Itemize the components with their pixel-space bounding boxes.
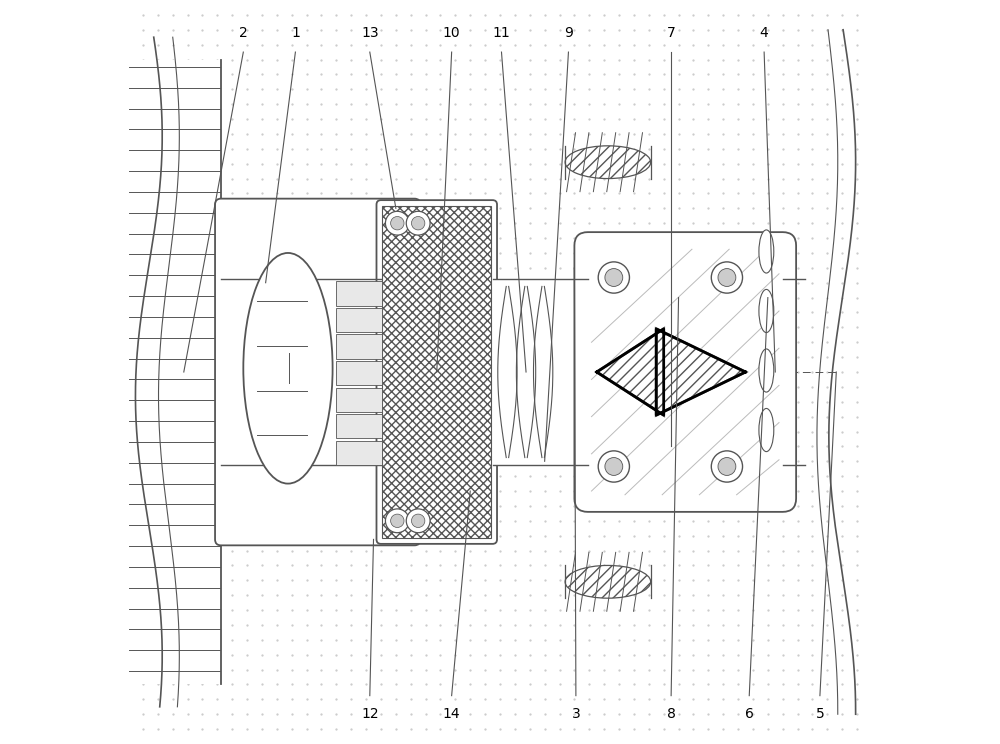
Polygon shape [656,329,746,415]
Circle shape [605,269,623,286]
Circle shape [718,458,736,475]
Bar [336,388,382,412]
Circle shape [598,451,629,482]
Bar [336,308,382,332]
Bar [592,249,779,495]
Circle shape [406,509,430,533]
Circle shape [711,262,743,293]
Text: 8: 8 [667,708,676,721]
Text: 11: 11 [493,27,510,40]
Bar [336,414,382,438]
Circle shape [385,211,409,235]
Bar [128,60,221,684]
Circle shape [411,514,425,527]
Circle shape [385,509,409,533]
Text: 12: 12 [361,708,379,721]
Polygon shape [597,329,664,415]
Text: 5: 5 [816,708,824,721]
Text: 1: 1 [291,27,300,40]
Circle shape [711,451,743,482]
Circle shape [718,269,736,286]
Text: 6: 6 [745,708,754,721]
Bar [336,334,382,359]
Text: 9: 9 [564,27,573,40]
Circle shape [598,262,629,293]
Ellipse shape [759,408,774,452]
Text: 3: 3 [572,708,580,721]
Circle shape [605,458,623,475]
Ellipse shape [243,253,333,484]
Bar [336,281,382,306]
Text: 10: 10 [443,27,460,40]
Text: 2: 2 [239,27,248,40]
Circle shape [411,217,425,230]
Text: 7: 7 [667,27,675,40]
Circle shape [391,217,404,230]
Circle shape [406,211,430,235]
FancyBboxPatch shape [574,232,796,512]
Ellipse shape [565,146,651,179]
Circle shape [391,514,404,527]
Ellipse shape [759,349,774,392]
Ellipse shape [759,230,774,273]
Ellipse shape [759,289,774,333]
Bar [336,361,382,385]
Text: 13: 13 [361,27,379,40]
Polygon shape [382,206,491,538]
Ellipse shape [565,565,651,598]
FancyBboxPatch shape [215,199,420,545]
Bar [336,440,382,465]
FancyBboxPatch shape [376,200,497,544]
Text: 14: 14 [443,708,460,721]
Text: 4: 4 [760,27,768,40]
